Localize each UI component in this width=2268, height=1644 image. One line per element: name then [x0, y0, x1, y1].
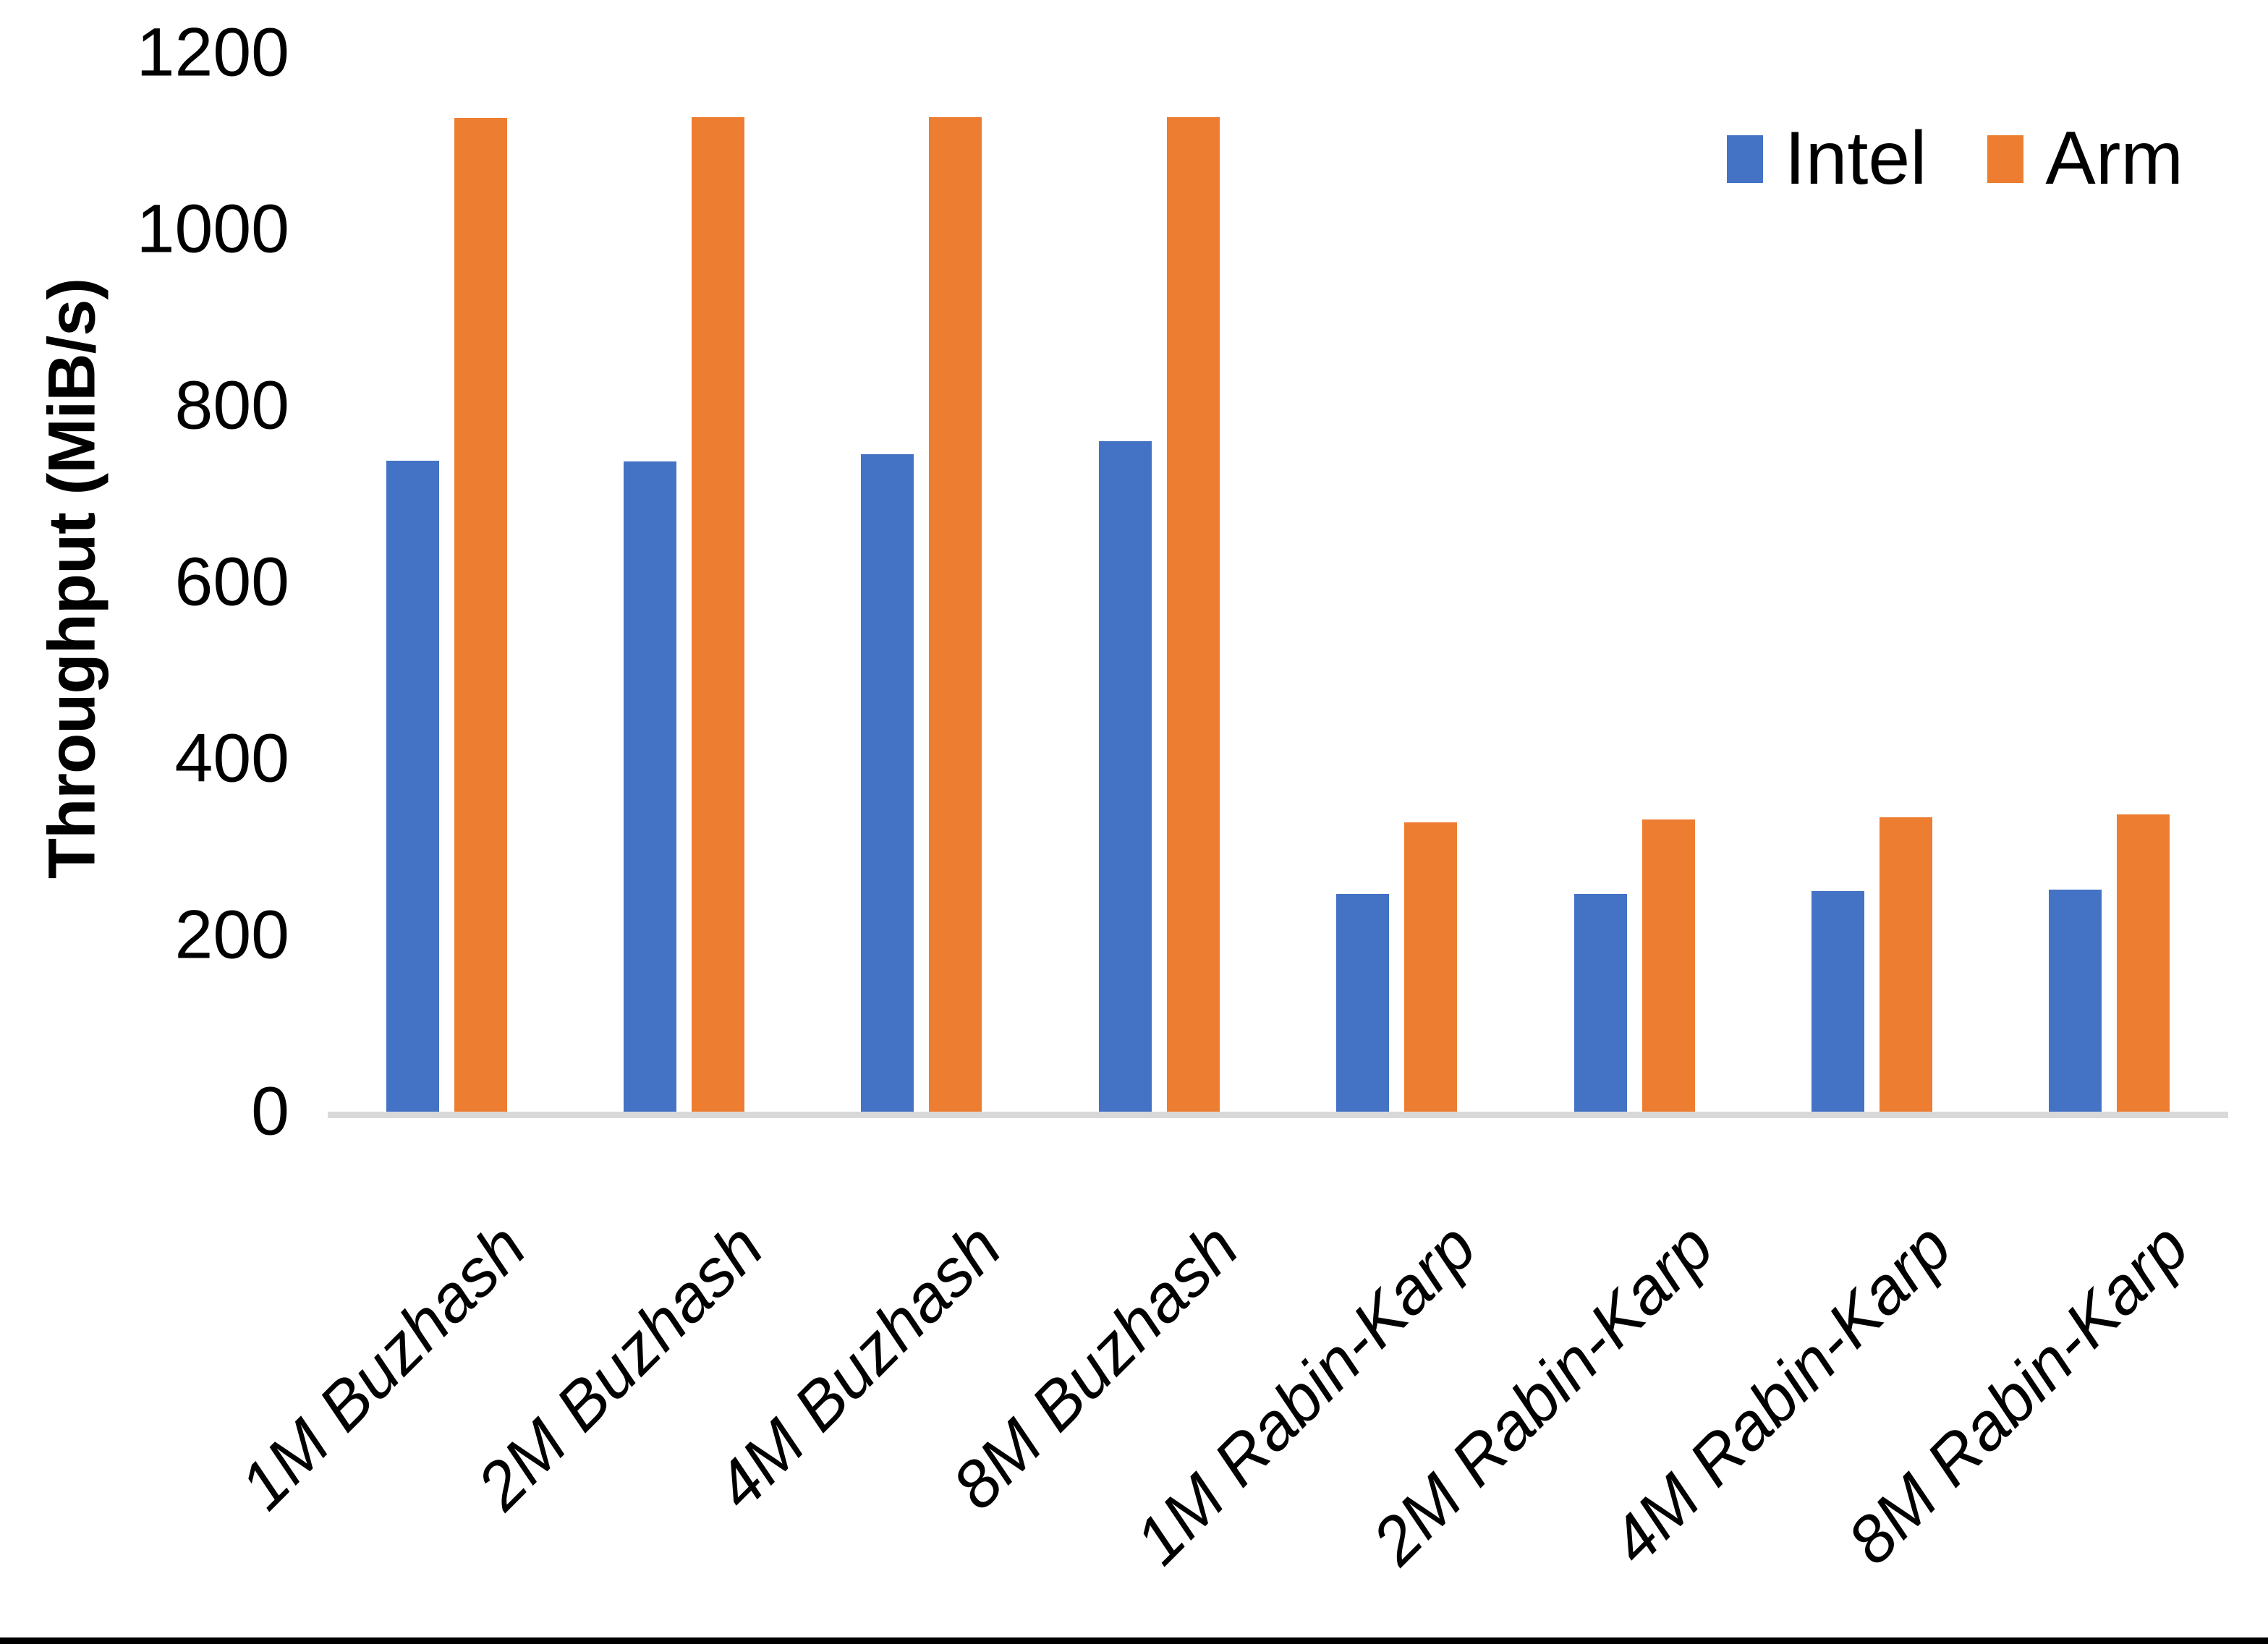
bar-intel: [861, 454, 914, 1112]
x-axis-line: [328, 1112, 2228, 1118]
bar-arm: [1879, 817, 1932, 1112]
bar-group: [1753, 53, 1990, 1112]
bar-intel: [386, 461, 439, 1112]
y-tick-label: 200: [174, 896, 289, 974]
y-tick-label: 1000: [136, 190, 289, 268]
legend-swatch-icon: [1726, 135, 1763, 183]
legend-swatch-icon: [1987, 135, 2024, 183]
bar-group: [1991, 53, 2228, 1112]
legend-item-arm: Arm: [1987, 116, 2183, 202]
legend-label: Intel: [1784, 116, 1927, 200]
bar-arm: [1166, 117, 1220, 1112]
legend-label: Arm: [2045, 116, 2183, 200]
legend: Intel Arm: [1726, 116, 2183, 202]
bottom-black-strip: [0, 1637, 2268, 1644]
y-tick-label: 600: [174, 543, 289, 621]
bar-group: [328, 53, 565, 1112]
bar-arm: [454, 118, 507, 1112]
bar-intel: [1336, 894, 1390, 1112]
bar-arm: [1404, 822, 1458, 1112]
bar-group: [565, 53, 802, 1112]
bar-intel: [1573, 894, 1627, 1112]
bar-group: [803, 53, 1040, 1112]
y-tick-label: 400: [174, 720, 289, 797]
y-tick-label: 0: [251, 1073, 289, 1150]
bar-intel: [1098, 441, 1152, 1112]
bar-arm: [692, 117, 745, 1112]
bar-arm: [2117, 814, 2170, 1112]
legend-item-intel: Intel: [1726, 116, 1927, 202]
bar-group: [1278, 53, 1516, 1112]
bar-group: [1040, 53, 1278, 1112]
bar-intel: [1811, 891, 1864, 1112]
bar-arm: [929, 117, 982, 1112]
y-tick-label: 800: [174, 367, 289, 444]
plot-area: [328, 53, 2228, 1112]
bar-arm: [1641, 819, 1695, 1112]
bar-intel: [2049, 890, 2102, 1112]
y-tick-label: 1200: [136, 14, 289, 91]
bar-intel: [624, 461, 677, 1112]
y-axis-title: Throughput (MiB/s): [35, 278, 109, 880]
bar-group: [1516, 53, 1753, 1112]
